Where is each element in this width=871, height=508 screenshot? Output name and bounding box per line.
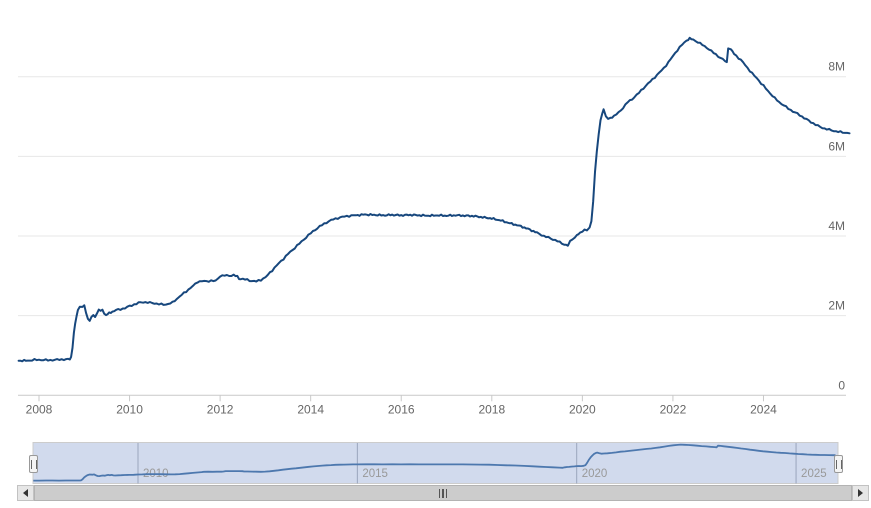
navigator-mask[interactable] — [32, 442, 839, 484]
y-axis-label: 2M — [828, 299, 845, 313]
x-axis-label: 2018 — [478, 403, 505, 417]
navigator-series-line — [33, 443, 836, 482]
drag-grip-icon — [30, 459, 37, 469]
x-axis-label: 2022 — [660, 403, 687, 417]
navigator-axis-label: 2015 — [362, 468, 388, 480]
navigator-axis-label: 2020 — [582, 468, 608, 480]
arrow-left-icon — [23, 489, 28, 497]
rifles-icon — [442, 488, 444, 498]
scrollbar-right-button[interactable] — [852, 485, 869, 501]
x-axis-label: 2014 — [297, 403, 324, 417]
rifles-icon — [438, 488, 441, 498]
x-axis-label: 2012 — [207, 403, 234, 417]
navigator-track[interactable] — [33, 442, 838, 484]
x-axis-label: 2010 — [116, 403, 143, 417]
y-axis-label: 0 — [838, 378, 845, 392]
series-line — [17, 36, 851, 363]
arrow-right-icon — [858, 489, 863, 497]
plot-area[interactable] — [18, 8, 846, 396]
x-axis-label: 2020 — [569, 403, 596, 417]
scrollbar-thumb[interactable] — [34, 485, 852, 501]
x-axis-label: 2016 — [388, 403, 415, 417]
navigator-handle-left[interactable] — [29, 455, 38, 473]
y-axis-label: 8M — [828, 60, 845, 74]
x-axis-label: 2024 — [750, 403, 777, 417]
navigator-handle-right[interactable] — [834, 455, 843, 473]
y-axis-label: 6M — [828, 139, 845, 153]
navigator-axis-label: 2025 — [801, 468, 827, 480]
scrollbar-left-button[interactable] — [17, 485, 34, 501]
rifles-icon — [445, 488, 448, 498]
y-axis-label: 4M — [828, 219, 845, 233]
scrollbar[interactable] — [17, 485, 869, 501]
drag-grip-icon — [835, 459, 842, 469]
x-axis-label: 2008 — [26, 403, 53, 417]
